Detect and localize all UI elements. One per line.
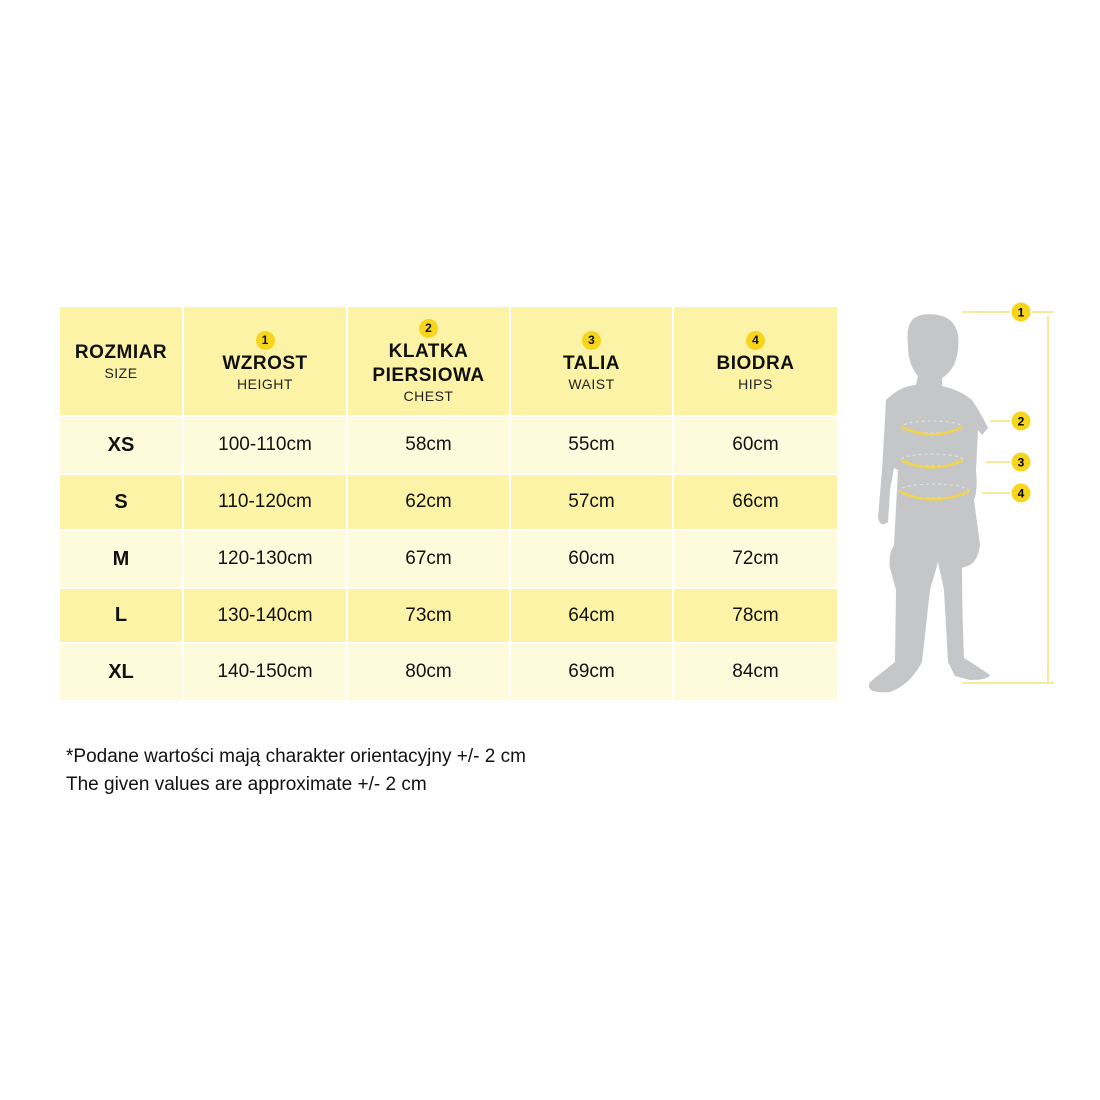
cell-hips: 60cm [674, 417, 837, 473]
cell-waist: 69cm [511, 644, 672, 700]
cell-chest: 58cm [348, 417, 509, 473]
cell-hips: 84cm [674, 644, 837, 700]
marker-badge: 4 [746, 330, 765, 350]
cell-size: L [60, 589, 182, 642]
height-line [962, 311, 1054, 684]
child-silhouette [868, 314, 990, 693]
figure-marker-4: 4 [1011, 483, 1031, 503]
header-chest: 2 KLATKA PIERSIOWA CHEST [348, 307, 509, 415]
header-label: BIODRA [716, 352, 795, 374]
cell-size: XS [60, 417, 182, 473]
cell-hips: 72cm [674, 531, 837, 587]
marker-badge: 2 [419, 318, 438, 338]
cell-waist: 60cm [511, 531, 672, 587]
header-size: ROZMIAR SIZE [60, 307, 182, 415]
header-sublabel: HEIGHT [237, 375, 293, 392]
measurement-figure: 1 2 3 4 [868, 302, 1054, 693]
marker-badge: 3 [582, 330, 601, 350]
header-sublabel: SIZE [104, 365, 138, 381]
header-sublabel: WAIST [568, 375, 615, 392]
header-sublabel: HIPS [738, 375, 773, 392]
header-height: 1 WZROST HEIGHT [184, 307, 346, 415]
header-hips: 4 BIODRA HIPS [674, 307, 837, 415]
cell-chest: 80cm [348, 644, 509, 700]
marker-number: 2 [1018, 415, 1025, 429]
cell-height: 140-150cm [184, 644, 346, 700]
cell-height: 120-130cm [184, 531, 346, 587]
cell-height: 100-110cm [184, 417, 346, 473]
cell-chest: 73cm [348, 589, 509, 642]
cell-waist: 55cm [511, 417, 672, 473]
marker-number: 3 [1018, 456, 1025, 470]
cell-size: M [60, 531, 182, 587]
measurement-rings [898, 420, 970, 501]
header-label: WZROST [222, 352, 308, 374]
note-english: The given values are approximate +/- 2 c… [66, 774, 427, 795]
header-waist: 3 TALIA WAIST [511, 307, 672, 415]
header-sublabel: CHEST [403, 387, 454, 404]
notes: *Podane wartości mają charakter orientac… [66, 743, 526, 799]
cell-chest: 62cm [348, 475, 509, 529]
cell-height: 130-140cm [184, 589, 346, 642]
header-label: ROZMIAR [74, 342, 168, 363]
cell-waist: 64cm [511, 589, 672, 642]
cell-hips: 78cm [674, 589, 837, 642]
cell-size: XL [60, 644, 182, 700]
size-table: ROZMIAR SIZE 1 WZROST HEIGHT 2 KLATKA PIERSIOW… [60, 307, 837, 700]
cell-waist: 57cm [511, 475, 672, 529]
figure-marker-2: 2 [1011, 411, 1031, 431]
header-label: KLATKA PIERSIOWA [372, 340, 485, 386]
marker-number: 4 [1018, 487, 1025, 501]
cell-height: 110-120cm [184, 475, 346, 529]
figure-marker-3: 3 [1011, 452, 1031, 472]
figure-marker-1: 1 [1011, 302, 1031, 322]
header-label: TALIA [562, 352, 621, 374]
cell-hips: 66cm [674, 475, 837, 529]
note-polish: *Podane wartości mają charakter orientac… [66, 746, 526, 767]
cell-size: S [60, 475, 182, 529]
cell-chest: 67cm [348, 531, 509, 587]
marker-badge: 1 [255, 330, 275, 350]
marker-number: 1 [1018, 306, 1025, 320]
